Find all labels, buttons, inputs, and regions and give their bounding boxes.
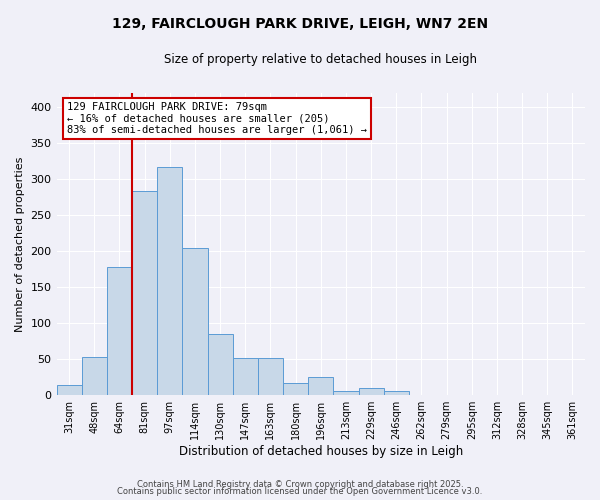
Text: 129 FAIRCLOUGH PARK DRIVE: 79sqm
← 16% of detached houses are smaller (205)
83% : 129 FAIRCLOUGH PARK DRIVE: 79sqm ← 16% o… — [67, 102, 367, 136]
Title: Size of property relative to detached houses in Leigh: Size of property relative to detached ho… — [164, 52, 477, 66]
Bar — [283, 383, 308, 394]
Bar — [334, 391, 359, 394]
Bar — [383, 391, 409, 394]
Bar — [82, 356, 107, 395]
Text: 129, FAIRCLOUGH PARK DRIVE, LEIGH, WN7 2EN: 129, FAIRCLOUGH PARK DRIVE, LEIGH, WN7 2… — [112, 18, 488, 32]
Bar — [182, 248, 208, 394]
Bar — [157, 167, 182, 394]
X-axis label: Distribution of detached houses by size in Leigh: Distribution of detached houses by size … — [179, 444, 463, 458]
Bar — [56, 384, 82, 394]
Bar — [208, 334, 233, 394]
Text: Contains public sector information licensed under the Open Government Licence v3: Contains public sector information licen… — [118, 488, 482, 496]
Bar — [132, 192, 157, 394]
Bar — [308, 378, 334, 394]
Text: Contains HM Land Registry data © Crown copyright and database right 2025.: Contains HM Land Registry data © Crown c… — [137, 480, 463, 489]
Y-axis label: Number of detached properties: Number of detached properties — [15, 156, 25, 332]
Bar — [233, 358, 258, 395]
Bar — [258, 358, 283, 395]
Bar — [359, 388, 383, 394]
Bar — [107, 267, 132, 394]
